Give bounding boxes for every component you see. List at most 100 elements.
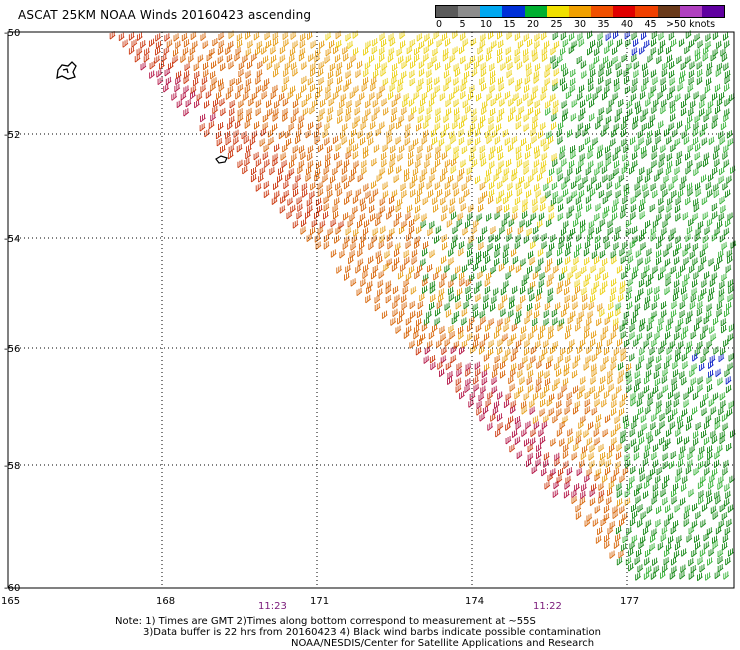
wind-barb [136,32,143,41]
wind-barb [455,384,462,393]
wind-barb [578,113,585,122]
wind-barb [688,571,695,580]
wind-barb [565,256,571,265]
wind-barb [379,53,385,63]
wind-barb [319,220,326,229]
wind-barb [344,272,350,281]
wind-barb [717,220,723,229]
wind-barb [406,325,412,334]
wind-barb [411,256,418,265]
wind-barb [238,68,245,78]
wind-barb [665,323,672,332]
wind-barb [697,220,704,230]
wind-barb [552,106,559,116]
wind-barb [550,438,557,447]
wind-barb [477,54,484,63]
wind-barb [527,443,534,453]
wind-barb [643,490,649,500]
wind-barb [712,316,719,326]
wind-barb [423,241,429,250]
wind-barb [229,107,235,117]
wind-barb [649,114,656,123]
wind-barb [586,203,592,213]
wind-barb [658,346,665,355]
wind-barb [575,504,582,513]
wind-barb [220,107,227,117]
wind-barb [710,53,717,62]
wind-barb [647,398,654,407]
wind-barb [173,48,179,57]
wind-barb [600,375,606,385]
wind-barb [274,62,281,71]
wind-barb [677,415,683,424]
wind-barb [235,91,242,100]
wind-barb [552,415,559,424]
wind-barb [554,362,560,371]
wind-barb [493,362,500,372]
wind-barb [374,303,381,312]
wind-barb [653,459,659,469]
wind-barb [246,114,252,123]
wind-barb [403,330,410,340]
wind-barb [376,173,383,182]
wind-barb [451,241,457,250]
wind-barb [397,271,404,280]
wind-barb [723,113,730,123]
wind-barb [653,98,660,108]
wind-barb [573,218,579,228]
wind-barb [530,437,536,446]
wind-barb [606,105,613,115]
wind-barb [707,451,713,461]
wind-barb [327,78,334,87]
wind-barb [692,503,698,512]
wind-barb [435,159,441,168]
wind-barb [702,158,709,168]
wind-barb [498,160,505,169]
wind-barb [559,438,566,447]
wind-barb [314,234,321,243]
wind-barb [357,248,364,258]
wind-barb [630,211,637,221]
wind-barb [228,30,235,40]
wind-barb [421,323,428,332]
wind-barb [547,287,554,297]
wind-barb [451,273,458,282]
wind-barb [694,152,701,161]
wind-barb [450,135,457,145]
wind-barb [575,285,581,295]
wind-barb [708,136,715,146]
wind-barb [601,128,607,137]
wind-barb [680,264,686,273]
wind-barb [475,256,482,265]
wind-barb [401,70,407,80]
wind-barb [397,316,403,325]
wind-barb [317,226,324,235]
wind-barb [414,213,421,222]
wind-barb [642,526,649,536]
wind-barb [535,107,541,117]
wind-barb [661,309,667,318]
wind-barb [564,294,571,304]
wind-barb [309,106,316,115]
wind-barb [543,182,550,192]
wind-barb [366,130,373,140]
wind-barb [607,376,614,385]
wind-barb [721,413,728,422]
wind-barb [352,30,359,39]
wind-barb [363,68,370,78]
wind-barb [559,145,566,154]
wind-barb [520,295,526,304]
wind-barb [633,338,640,347]
wind-barb [637,429,644,438]
wind-barb [676,243,682,252]
wind-barb [629,353,636,362]
wind-barb [618,293,624,303]
wind-barb [654,378,661,387]
wind-barb [725,556,731,566]
wind-barb [301,99,308,108]
wind-barb [533,70,540,80]
wind-barb [408,219,415,228]
wind-barb [416,318,422,327]
wind-barb [521,325,527,334]
wind-barb [180,54,187,63]
